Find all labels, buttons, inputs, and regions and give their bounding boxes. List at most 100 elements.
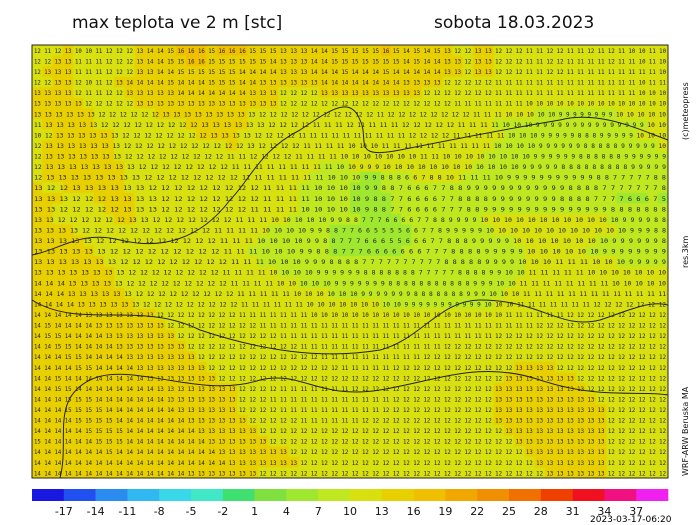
cell	[442, 456, 454, 468]
cell	[267, 382, 279, 395]
cell	[401, 140, 413, 152]
cell	[411, 150, 423, 162]
cell	[226, 245, 238, 257]
cell	[606, 340, 618, 352]
cell	[514, 245, 525, 257]
cell	[442, 235, 454, 247]
cell	[524, 129, 536, 141]
cell	[360, 330, 372, 342]
cell	[308, 266, 320, 278]
cell	[606, 309, 618, 321]
cell	[339, 76, 351, 88]
cell	[555, 382, 566, 395]
cell	[267, 45, 279, 57]
cell	[606, 414, 618, 426]
cell	[144, 203, 156, 215]
cell	[339, 213, 351, 226]
cell	[165, 45, 177, 57]
cell	[596, 330, 607, 342]
cell	[637, 414, 648, 426]
cell	[462, 372, 474, 384]
cell	[503, 340, 515, 352]
cell	[596, 118, 607, 130]
cell	[62, 45, 74, 57]
cell	[585, 55, 597, 67]
cell	[103, 330, 115, 342]
cell	[73, 393, 84, 405]
cell	[544, 66, 556, 78]
cell	[237, 309, 248, 321]
cell	[83, 108, 95, 120]
cell	[616, 150, 628, 162]
cell	[657, 45, 669, 57]
cell	[339, 277, 351, 289]
cell	[657, 287, 669, 299]
cell	[544, 467, 556, 479]
cell	[288, 118, 300, 130]
cell	[493, 66, 505, 78]
colorbar-label: -2	[217, 505, 228, 518]
cell	[308, 287, 320, 299]
cell	[585, 118, 597, 130]
cell	[370, 87, 382, 99]
cell	[421, 76, 433, 88]
cell	[637, 287, 648, 299]
cell	[175, 446, 187, 458]
cell	[544, 456, 556, 468]
cell	[585, 150, 597, 162]
cell	[452, 161, 464, 173]
cell	[185, 287, 197, 299]
cell	[647, 340, 659, 352]
cell	[626, 161, 638, 173]
cell	[575, 140, 587, 152]
cell	[175, 266, 187, 278]
cell	[534, 309, 546, 321]
cell	[237, 192, 248, 204]
cell	[626, 309, 638, 321]
cell	[196, 256, 207, 268]
cell	[32, 277, 43, 289]
cell	[93, 203, 105, 215]
cell	[308, 446, 320, 458]
cell	[391, 224, 402, 236]
cell	[585, 161, 597, 173]
cell	[196, 97, 207, 109]
cell	[185, 266, 197, 278]
cell	[360, 45, 372, 57]
cell	[483, 393, 495, 405]
cell	[626, 45, 638, 57]
cell	[339, 435, 351, 447]
cell	[329, 235, 341, 247]
cell	[534, 203, 546, 215]
cell	[144, 446, 156, 458]
cell	[657, 309, 669, 321]
cell	[288, 319, 300, 331]
cell	[575, 319, 587, 331]
cell	[637, 456, 648, 468]
cell	[226, 171, 238, 183]
cell	[606, 213, 618, 226]
cell	[493, 203, 505, 215]
cell	[606, 393, 618, 405]
cell	[616, 45, 628, 57]
cell	[73, 55, 84, 67]
cell	[606, 224, 618, 236]
cell	[185, 150, 197, 162]
cell	[575, 330, 587, 342]
cell	[473, 393, 484, 405]
cell	[432, 87, 443, 99]
cell	[493, 319, 505, 331]
cell	[185, 351, 197, 363]
cell	[370, 372, 382, 384]
cell	[83, 256, 95, 268]
cell	[442, 435, 454, 447]
cell	[247, 45, 259, 57]
cell	[124, 456, 136, 468]
cell	[647, 351, 659, 363]
cell	[216, 361, 228, 373]
cell	[93, 87, 105, 99]
cell	[626, 435, 638, 447]
cell	[647, 435, 659, 447]
cell	[73, 456, 84, 468]
